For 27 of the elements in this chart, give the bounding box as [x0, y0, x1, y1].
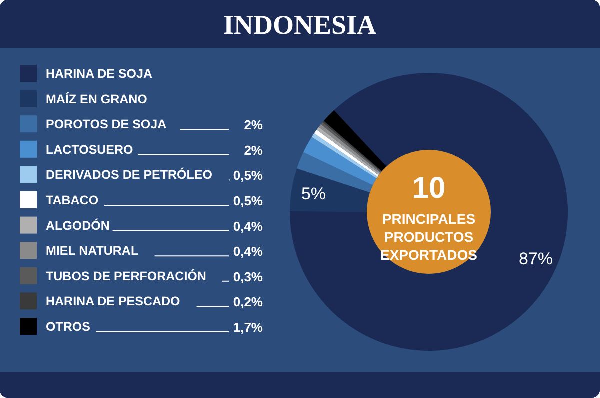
data-label: 1,7% [233, 320, 264, 335]
legend-label: DERIVADOS DE PETRÓLEO [46, 167, 213, 182]
donut-slice [324, 110, 387, 172]
data-label: 0,4% [233, 218, 264, 234]
donut-slice [290, 168, 370, 212]
legend-label: HARINA DE PESCADO [46, 294, 181, 309]
legend-label: HARINA DE SOJA [46, 67, 152, 81]
data-label: 5% [301, 184, 326, 204]
legend-label: OTROS [46, 320, 90, 334]
legend-label: POROTOS DE SOJA [46, 118, 167, 132]
legend-label: LACTOSUERO [46, 142, 134, 157]
data-label: 0,2% [233, 294, 264, 310]
data-label: 87% [518, 250, 554, 269]
legend-label: MAÍZ EN GRANO [46, 91, 148, 106]
chart-title: INDONESIA [223, 10, 378, 40]
donut-slice [303, 137, 377, 186]
legend-label: ALGODÓN [46, 218, 110, 233]
data-label: 0,5% [233, 168, 264, 184]
data-label: 2% [244, 118, 264, 133]
data-label: 0,4% [233, 244, 264, 260]
data-label: 2% [244, 142, 264, 158]
legend-label: TUBOS DE PERFORACIÓN [46, 268, 206, 284]
legend-label: MIEL NATURAL [46, 244, 139, 258]
data-label: 0,3% [233, 269, 264, 284]
legend-label: TABACO [46, 194, 99, 208]
donut-slice [290, 73, 568, 351]
data-label: 0,5% [233, 194, 264, 208]
